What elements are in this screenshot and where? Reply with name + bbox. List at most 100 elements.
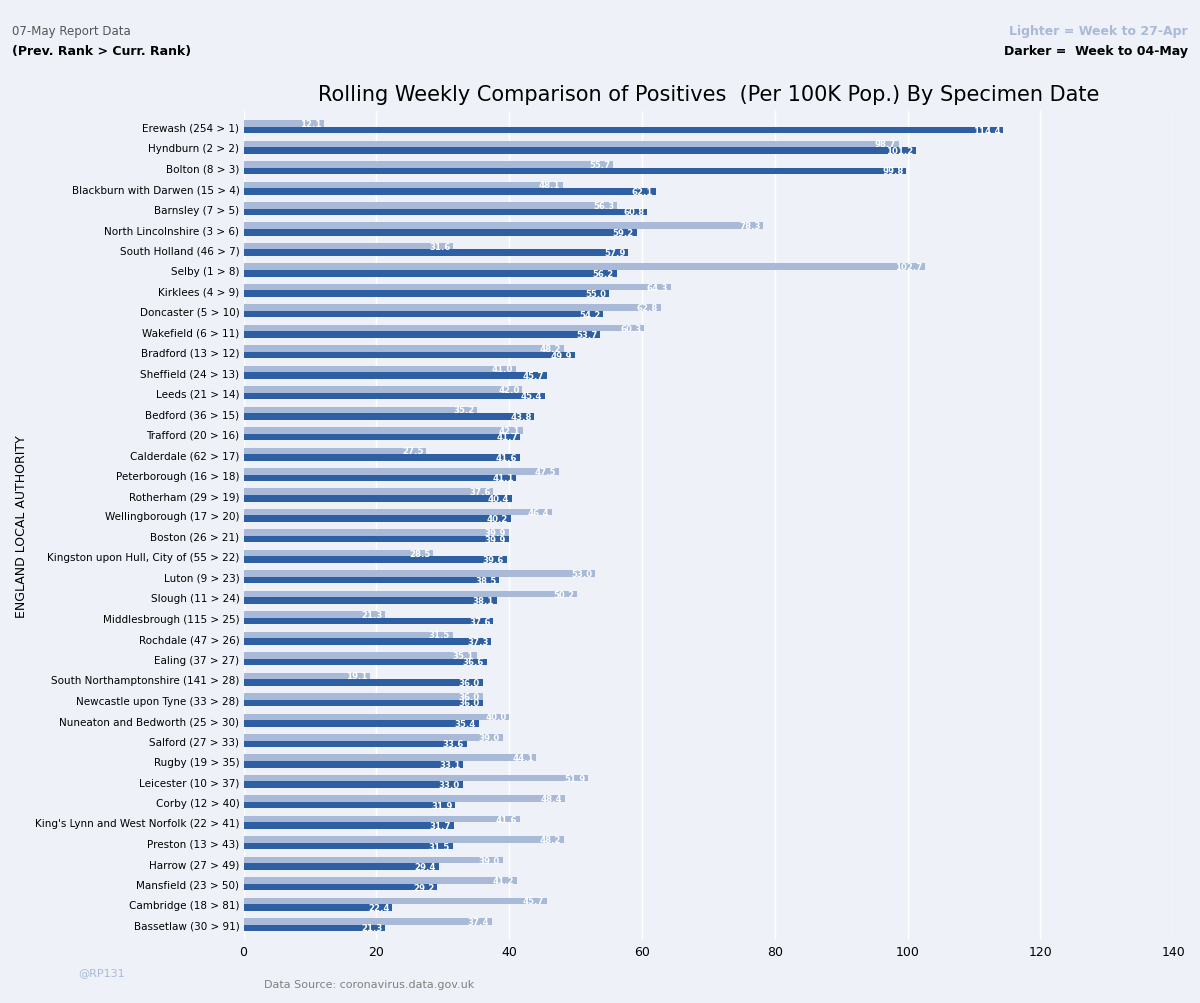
Bar bbox=[244, 468, 559, 475]
Text: 64.3: 64.3 bbox=[647, 284, 668, 292]
Bar bbox=[244, 285, 671, 291]
Bar bbox=[244, 387, 522, 393]
Bar bbox=[244, 632, 452, 639]
Bar bbox=[244, 312, 604, 318]
Bar bbox=[244, 161, 613, 169]
Text: 56.3: 56.3 bbox=[594, 202, 614, 211]
Bar bbox=[244, 864, 439, 870]
Bar bbox=[244, 530, 509, 537]
Text: 99.8: 99.8 bbox=[882, 168, 904, 177]
Text: Data Source: coronavirus.data.gov.uk: Data Source: coronavirus.data.gov.uk bbox=[264, 979, 474, 989]
Text: 78.3: 78.3 bbox=[739, 222, 761, 231]
Text: 29.4: 29.4 bbox=[415, 863, 436, 872]
Bar bbox=[244, 393, 545, 400]
Text: 27.5: 27.5 bbox=[402, 447, 424, 456]
Bar bbox=[244, 598, 497, 604]
Bar bbox=[244, 210, 647, 216]
Text: 60.3: 60.3 bbox=[620, 324, 641, 333]
Text: 60.8: 60.8 bbox=[623, 209, 644, 217]
Text: 45.7: 45.7 bbox=[523, 372, 545, 381]
Text: 50.2: 50.2 bbox=[553, 590, 575, 599]
Text: 42.1: 42.1 bbox=[499, 426, 521, 435]
Text: 114.4: 114.4 bbox=[973, 126, 1001, 135]
Bar bbox=[244, 857, 503, 864]
Text: 22.4: 22.4 bbox=[368, 903, 390, 912]
Text: 98.7: 98.7 bbox=[875, 140, 896, 149]
Bar bbox=[244, 618, 493, 625]
Bar bbox=[244, 332, 600, 339]
Text: 54.2: 54.2 bbox=[580, 310, 601, 319]
Text: 40.2: 40.2 bbox=[486, 515, 508, 524]
Text: 29.2: 29.2 bbox=[414, 883, 434, 892]
Bar bbox=[244, 659, 487, 666]
Text: 41.6: 41.6 bbox=[496, 453, 517, 462]
Bar bbox=[244, 878, 517, 884]
Bar bbox=[244, 291, 608, 298]
Text: 33.6: 33.6 bbox=[443, 739, 464, 748]
Bar bbox=[244, 183, 563, 189]
Bar bbox=[244, 700, 482, 706]
Text: 48.1: 48.1 bbox=[539, 182, 560, 191]
Bar bbox=[244, 781, 463, 788]
Bar bbox=[244, 244, 454, 250]
Bar bbox=[244, 551, 433, 557]
Text: 36.6: 36.6 bbox=[462, 658, 484, 667]
Text: 53.7: 53.7 bbox=[576, 331, 598, 340]
Text: 31.9: 31.9 bbox=[431, 800, 452, 809]
Text: 48.2: 48.2 bbox=[540, 345, 560, 354]
Text: 55.7: 55.7 bbox=[589, 160, 611, 170]
Text: 12.1: 12.1 bbox=[300, 119, 322, 128]
Text: 31.5: 31.5 bbox=[428, 842, 450, 851]
Bar bbox=[244, 673, 371, 679]
Text: 36.0: 36.0 bbox=[458, 678, 480, 687]
Bar bbox=[244, 141, 899, 148]
Text: 33.1: 33.1 bbox=[439, 760, 461, 769]
Bar bbox=[244, 516, 510, 523]
Text: (Prev. Rank > Curr. Rank): (Prev. Rank > Curr. Rank) bbox=[12, 45, 191, 58]
Text: 37.4: 37.4 bbox=[468, 917, 490, 926]
Bar bbox=[244, 489, 493, 495]
Text: 39.0: 39.0 bbox=[479, 733, 500, 742]
Text: 40.0: 40.0 bbox=[485, 712, 506, 721]
Text: Darker =  Week to 04-May: Darker = Week to 04-May bbox=[1004, 45, 1188, 58]
Title: Rolling Weekly Comparison of Positives  (Per 100K Pop.) By Specimen Date: Rolling Weekly Comparison of Positives (… bbox=[318, 85, 1099, 105]
Text: 31.5: 31.5 bbox=[428, 631, 450, 640]
Text: @RP131: @RP131 bbox=[78, 967, 125, 977]
Bar bbox=[244, 127, 1003, 134]
Text: 35.2: 35.2 bbox=[454, 406, 475, 415]
Bar bbox=[244, 427, 523, 434]
Bar bbox=[244, 653, 476, 659]
Text: 33.0: 33.0 bbox=[439, 780, 460, 789]
Bar bbox=[244, 271, 617, 277]
Text: 37.6: 37.6 bbox=[469, 617, 491, 626]
Text: 53.0: 53.0 bbox=[571, 570, 593, 579]
Text: 21.3: 21.3 bbox=[361, 924, 383, 933]
Bar bbox=[244, 679, 482, 686]
Text: 38.1: 38.1 bbox=[473, 597, 494, 606]
Text: 39.9: 39.9 bbox=[485, 529, 506, 538]
Bar bbox=[244, 407, 478, 414]
Text: 39.6: 39.6 bbox=[482, 556, 504, 565]
Text: 45.7: 45.7 bbox=[523, 897, 545, 906]
Bar bbox=[244, 639, 491, 645]
Bar bbox=[244, 720, 479, 727]
Text: 36.0: 36.0 bbox=[458, 699, 480, 708]
Text: 48.4: 48.4 bbox=[541, 794, 563, 803]
Text: Lighter = Week to 27-Apr: Lighter = Week to 27-Apr bbox=[1009, 25, 1188, 38]
Bar bbox=[244, 925, 385, 932]
Text: 49.9: 49.9 bbox=[551, 351, 572, 360]
Text: 48.2: 48.2 bbox=[540, 835, 560, 845]
Text: 38.5: 38.5 bbox=[475, 576, 497, 585]
Bar bbox=[244, 203, 618, 210]
Bar bbox=[244, 843, 452, 850]
Bar bbox=[244, 822, 454, 829]
Text: 42.0: 42.0 bbox=[498, 385, 520, 394]
Text: 39.9: 39.9 bbox=[485, 536, 506, 545]
Bar bbox=[244, 578, 499, 584]
Bar bbox=[244, 734, 503, 741]
Text: 41.2: 41.2 bbox=[493, 876, 515, 885]
Bar bbox=[244, 816, 520, 822]
Text: 41.1: 41.1 bbox=[492, 473, 514, 482]
Bar bbox=[244, 754, 536, 761]
Text: 35.4: 35.4 bbox=[455, 719, 476, 728]
